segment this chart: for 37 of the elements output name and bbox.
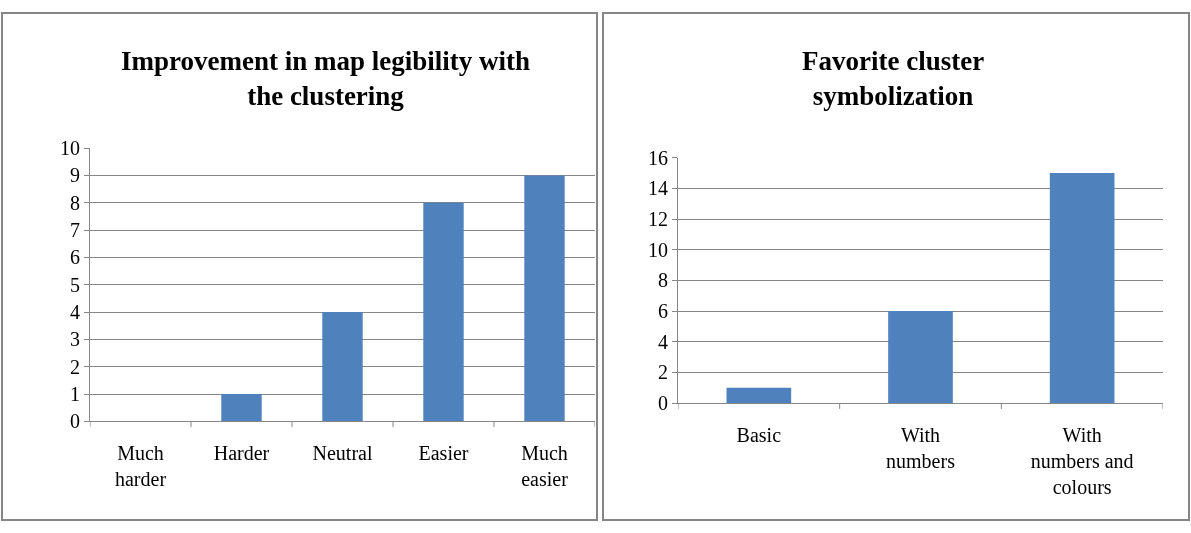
bar xyxy=(322,312,363,422)
y-tick-label: 10 xyxy=(60,137,80,160)
x-tick-label: Basic xyxy=(736,424,782,447)
y-tick-label: 6 xyxy=(70,246,80,269)
x-tick-label: Harder xyxy=(213,442,270,465)
y-tick-label: 0 xyxy=(658,392,668,415)
bar xyxy=(423,202,464,422)
x-tick-label: Neutral xyxy=(312,442,373,465)
y-tick-label: 12 xyxy=(648,208,668,231)
chart-title: Improvement in map legibility with the clustering xyxy=(121,46,531,112)
y-tick-label: 10 xyxy=(648,238,668,261)
y-tick-label: 16 xyxy=(648,146,668,169)
x-tick-label: Much harder xyxy=(114,442,167,491)
y-tick-label: 14 xyxy=(648,177,668,200)
y-tick-label: 2 xyxy=(658,361,668,384)
bar xyxy=(221,394,262,422)
y-tick-label: 5 xyxy=(70,273,80,296)
y-tick-label: 7 xyxy=(70,219,80,242)
y-tick-label: 1 xyxy=(70,383,80,406)
bar xyxy=(726,387,792,404)
bar xyxy=(524,175,565,422)
y-tick-label: 6 xyxy=(658,300,668,323)
x-tick-label: With numbers xyxy=(886,424,956,473)
bar xyxy=(1049,173,1115,404)
y-tick-label: 0 xyxy=(70,410,80,433)
y-tick-label: 9 xyxy=(70,164,80,187)
x-tick-label: Easier xyxy=(418,442,469,465)
x-tick-label: With numbers and colours xyxy=(1030,424,1134,499)
y-tick-label: 4 xyxy=(70,301,80,324)
chart-title: Favorite cluster symbolization xyxy=(802,46,985,112)
y-tick-label: 4 xyxy=(658,330,668,353)
y-tick-label: 3 xyxy=(70,328,80,351)
y-tick-label: 8 xyxy=(70,191,80,214)
y-tick-label: 8 xyxy=(658,269,668,292)
y-tick-label: 2 xyxy=(70,355,80,378)
bar xyxy=(888,311,953,404)
x-tick-label: Much easier xyxy=(521,442,569,491)
